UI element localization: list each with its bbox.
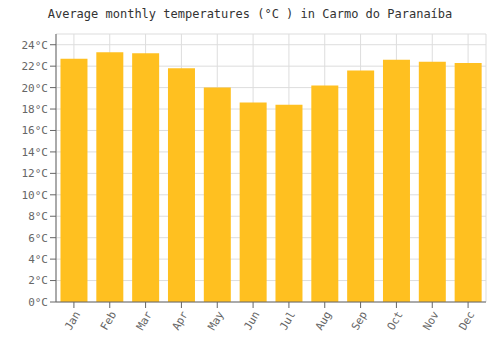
svg-text:Oct: Oct bbox=[385, 309, 406, 333]
svg-text:Jul: Jul bbox=[277, 309, 298, 333]
svg-text:16°C: 16°C bbox=[22, 124, 49, 137]
svg-text:Jan: Jan bbox=[62, 309, 83, 333]
svg-text:Nov: Nov bbox=[420, 309, 441, 333]
svg-text:4°C: 4°C bbox=[28, 253, 48, 266]
svg-text:2°C: 2°C bbox=[28, 274, 48, 287]
svg-text:14°C: 14°C bbox=[22, 146, 49, 159]
svg-text:20°C: 20°C bbox=[22, 82, 49, 95]
svg-text:6°C: 6°C bbox=[28, 232, 48, 245]
svg-text:18°C: 18°C bbox=[22, 103, 49, 116]
svg-text:Aug: Aug bbox=[313, 309, 334, 333]
svg-text:22°C: 22°C bbox=[22, 60, 49, 73]
svg-text:12°C: 12°C bbox=[22, 167, 49, 180]
svg-text:Sep: Sep bbox=[349, 309, 370, 333]
svg-text:24°C: 24°C bbox=[22, 39, 49, 52]
svg-text:Apr: Apr bbox=[170, 309, 191, 333]
svg-text:Dec: Dec bbox=[456, 309, 477, 333]
svg-text:Feb: Feb bbox=[98, 309, 119, 333]
svg-text:May: May bbox=[205, 309, 226, 333]
svg-text:8°C: 8°C bbox=[28, 210, 48, 223]
html-text:Average monthly temperatures (: Average monthly temperatures (°C ) in Ca… bbox=[47, 7, 453, 21]
svg-text:10°C: 10°C bbox=[22, 189, 49, 202]
svg-text:Jun: Jun bbox=[241, 309, 262, 333]
svg-text:0°C: 0°C bbox=[28, 296, 48, 309]
svg-text:Mar: Mar bbox=[134, 309, 155, 333]
